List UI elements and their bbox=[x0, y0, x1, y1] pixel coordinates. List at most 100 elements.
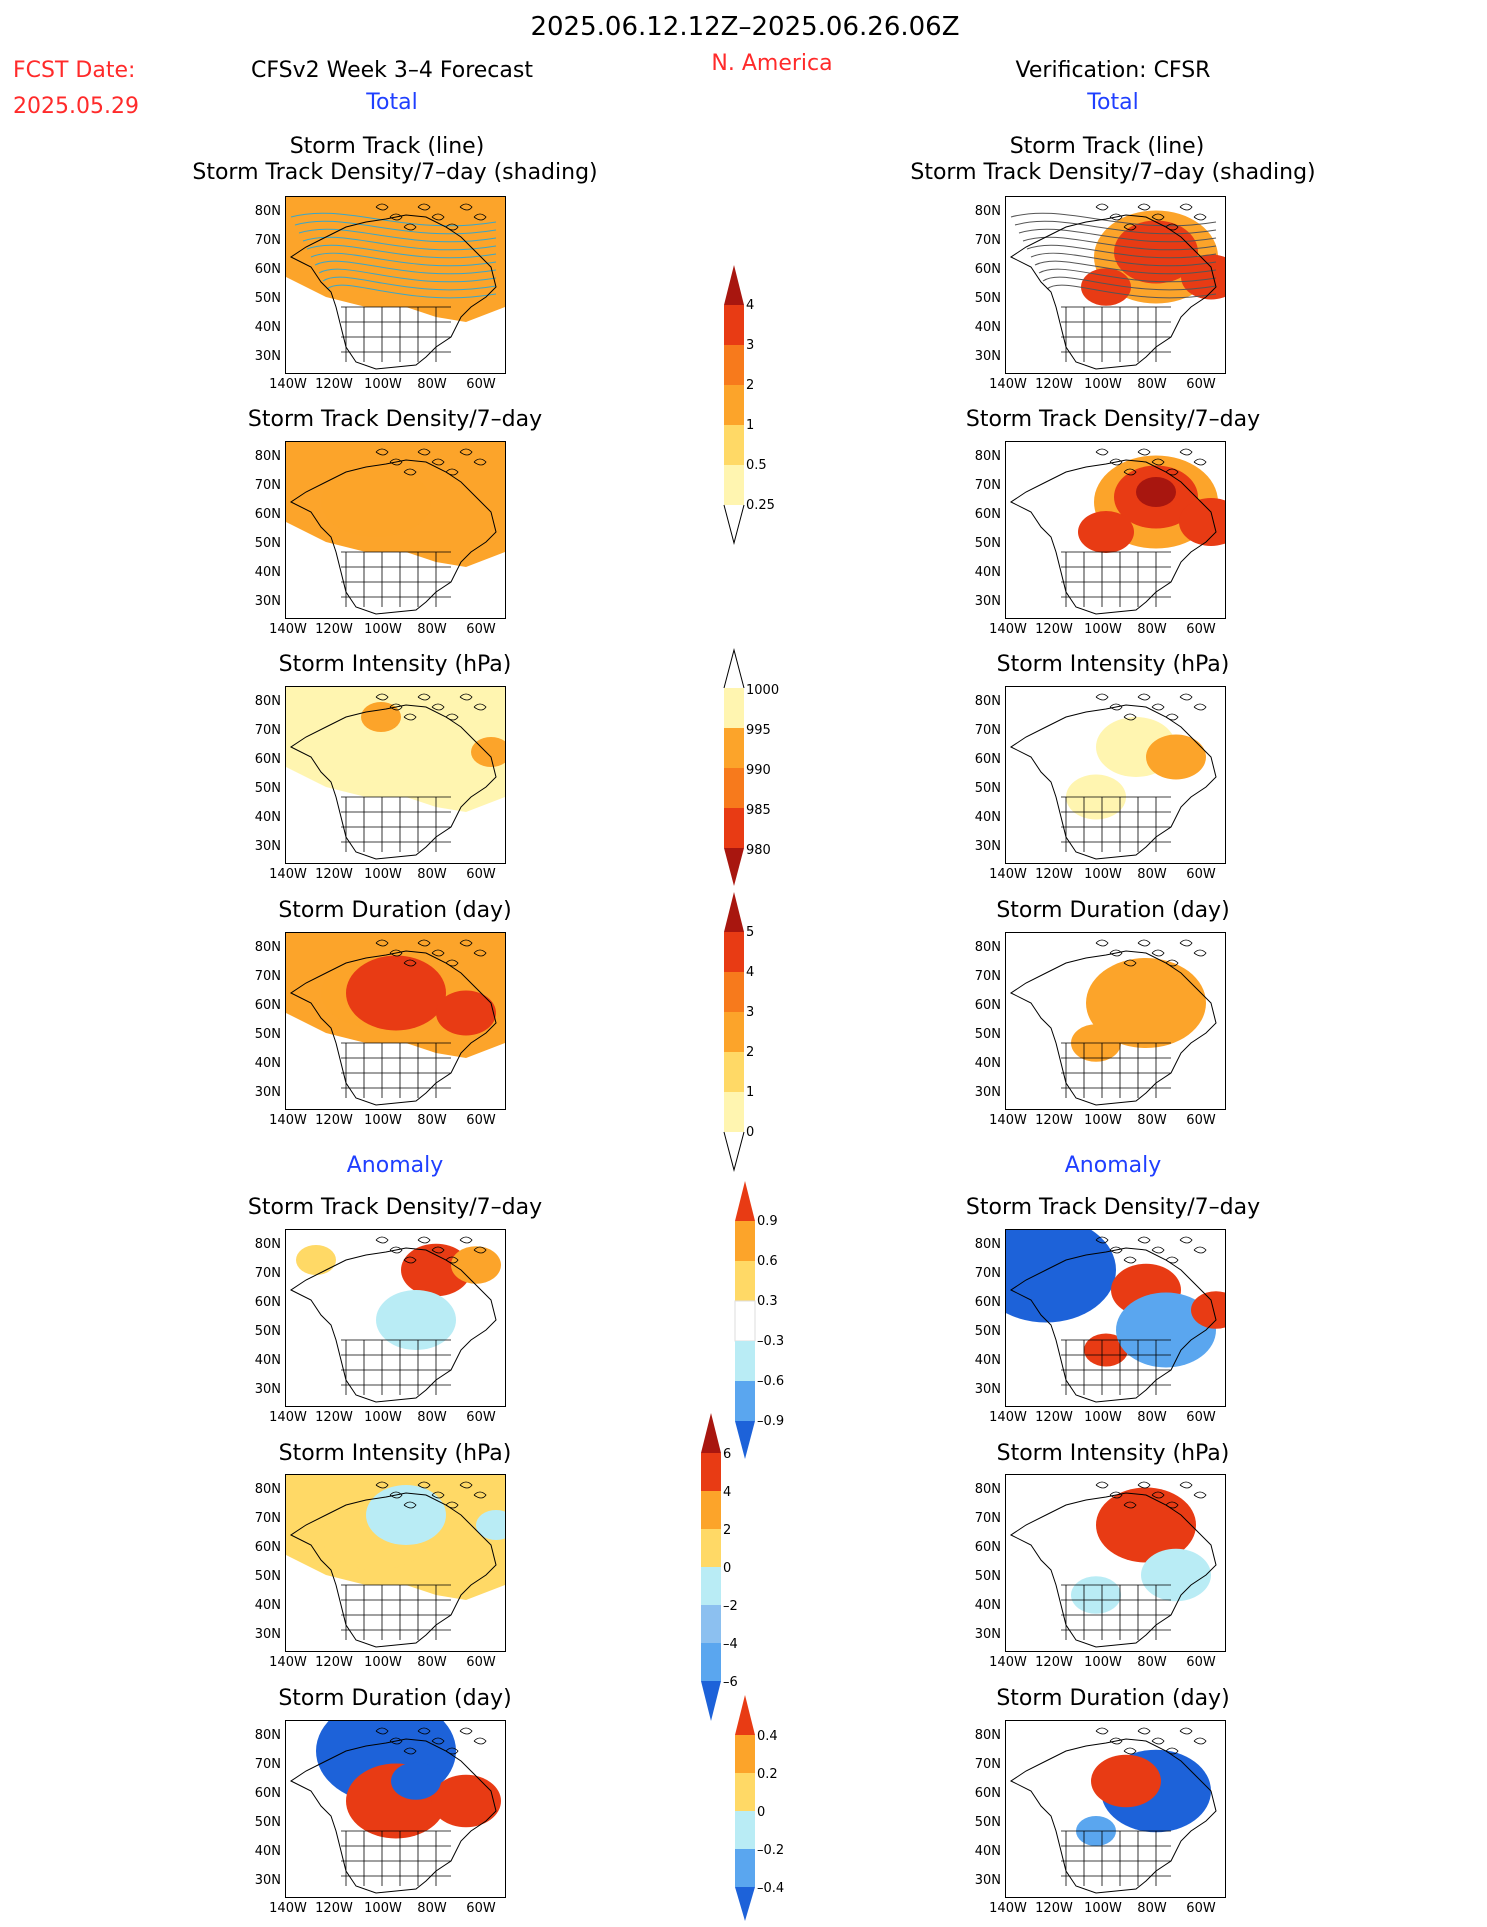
cbar-label: –2 bbox=[723, 1599, 738, 1614]
lat-label: 70N bbox=[254, 1511, 281, 1526]
map-graphic-dens-anom-right bbox=[1006, 1230, 1225, 1403]
cbar-label: 0.25 bbox=[746, 498, 775, 513]
lon-label: 80W bbox=[417, 867, 447, 882]
lon-label: 120W bbox=[315, 1113, 353, 1128]
lat-label: 50N bbox=[254, 291, 281, 306]
lat-label: 60N bbox=[254, 262, 281, 277]
lon-label: 140W bbox=[269, 867, 307, 882]
lon-label: 60W bbox=[466, 377, 496, 392]
lat-label: 40N bbox=[974, 1598, 1001, 1613]
lat-label: 40N bbox=[254, 565, 281, 580]
period-title: 2025.06.12.12Z–2025.06.26.06Z bbox=[530, 12, 960, 42]
map-graphic-duration-right bbox=[1010, 939, 1217, 1106]
lon-label: 80W bbox=[1137, 622, 1167, 637]
lat-label: 70N bbox=[254, 969, 281, 984]
lat-label: 40N bbox=[254, 1353, 281, 1368]
lat-label: 30N bbox=[974, 839, 1001, 854]
lat-label: 40N bbox=[974, 1353, 1001, 1368]
fcst-date-value: 2025.05.29 bbox=[13, 94, 139, 119]
lon-label: 140W bbox=[989, 377, 1027, 392]
lon-label: 120W bbox=[1035, 1901, 1073, 1916]
lat-label: 30N bbox=[254, 1382, 281, 1397]
lon-label: 120W bbox=[315, 1655, 353, 1670]
lon-label: 80W bbox=[1137, 1655, 1167, 1670]
cbar-label: –4 bbox=[723, 1637, 738, 1652]
lat-label: 60N bbox=[974, 262, 1001, 277]
lat-label: 80N bbox=[974, 449, 1001, 464]
map-graphic-dur-anom-right bbox=[1010, 1727, 1217, 1894]
lon-label: 80W bbox=[417, 1113, 447, 1128]
cbar-label: 980 bbox=[746, 843, 771, 858]
colorbar-density-total: 4 3 2 1 0.5 0.25 bbox=[723, 265, 793, 545]
lon-label: 100W bbox=[364, 867, 402, 882]
lat-label: 80N bbox=[254, 449, 281, 464]
lat-label: 30N bbox=[254, 1873, 281, 1888]
cbar-label: 1000 bbox=[746, 683, 780, 698]
cbar-label: –0.9 bbox=[757, 1414, 785, 1429]
lon-label: 120W bbox=[1035, 1113, 1073, 1128]
lon-label: 100W bbox=[1084, 1901, 1122, 1916]
lat-label: 40N bbox=[974, 1844, 1001, 1859]
lon-label: 100W bbox=[364, 1901, 402, 1916]
map-panel-density-left bbox=[285, 441, 506, 619]
verification-title: Verification: CFSR bbox=[1015, 58, 1211, 83]
map-graphic-dur-anom-left bbox=[290, 1721, 501, 1894]
lon-label: 120W bbox=[315, 1410, 353, 1425]
cbar-label: 3 bbox=[746, 338, 755, 353]
lat-label: 40N bbox=[974, 565, 1001, 580]
lat-label: 50N bbox=[254, 1027, 281, 1042]
lat-label: 50N bbox=[974, 1324, 1001, 1339]
cbar-label: –0.3 bbox=[757, 1334, 785, 1349]
lat-label: 30N bbox=[254, 594, 281, 609]
lon-label: 100W bbox=[1084, 377, 1122, 392]
lat-label: 70N bbox=[974, 478, 1001, 493]
lat-label: 80N bbox=[254, 694, 281, 709]
cbar-label: 995 bbox=[746, 723, 771, 738]
lon-label: 100W bbox=[1084, 622, 1122, 637]
lon-label: 140W bbox=[269, 377, 307, 392]
lat-label: 50N bbox=[974, 536, 1001, 551]
lat-label: 60N bbox=[254, 1295, 281, 1310]
fcst-date-label: FCST Date: bbox=[13, 58, 136, 83]
map-panel-duration-right bbox=[1005, 932, 1226, 1110]
lon-label: 80W bbox=[417, 622, 447, 637]
lon-label: 120W bbox=[1035, 622, 1073, 637]
colorbar-duration-anom: 0.4 0.2 0 –0.2 –0.4 bbox=[734, 1695, 804, 1923]
lon-label: 60W bbox=[1186, 622, 1216, 637]
cbar-label: 3 bbox=[746, 1005, 755, 1020]
lat-label: 40N bbox=[254, 1844, 281, 1859]
cbar-label: 0.5 bbox=[746, 458, 767, 473]
lat-label: 50N bbox=[254, 1569, 281, 1584]
cbar-label: 0 bbox=[723, 1561, 732, 1576]
lat-label: 80N bbox=[254, 1237, 281, 1252]
lat-label: 70N bbox=[974, 1757, 1001, 1772]
anomaly-label-left: Anomaly bbox=[346, 1153, 444, 1178]
map-graphic-int-anom-right bbox=[1010, 1481, 1217, 1648]
forecast-title: CFSv2 Week 3–4 Forecast bbox=[251, 58, 533, 83]
lat-label: 40N bbox=[974, 810, 1001, 825]
lon-label: 100W bbox=[1084, 867, 1122, 882]
map-graphic-density-left bbox=[286, 442, 505, 615]
lon-label: 120W bbox=[1035, 377, 1073, 392]
map-panel-dens-anom-right bbox=[1005, 1229, 1226, 1407]
colorbar-duration-anom-graphic bbox=[735, 1695, 755, 1921]
map-panel-dens-anom-left bbox=[285, 1229, 506, 1407]
cbar-label: 1 bbox=[746, 418, 755, 433]
lat-label: 40N bbox=[974, 320, 1001, 335]
lat-label: 50N bbox=[974, 1027, 1001, 1042]
title-intensity-right: Storm Intensity (hPa) bbox=[996, 652, 1230, 677]
lat-label: 50N bbox=[254, 1324, 281, 1339]
lat-label: 60N bbox=[254, 998, 281, 1013]
lon-label: 100W bbox=[364, 1655, 402, 1670]
map-graphic-intensity-left bbox=[286, 687, 505, 860]
lon-label: 140W bbox=[269, 1410, 307, 1425]
lat-label: 30N bbox=[974, 1382, 1001, 1397]
map-panel-track-left bbox=[285, 196, 506, 374]
lat-label: 70N bbox=[974, 1511, 1001, 1526]
map-graphic-int-anom-left bbox=[286, 1475, 505, 1648]
lat-label: 40N bbox=[254, 810, 281, 825]
lon-label: 140W bbox=[989, 1113, 1027, 1128]
total-label-right: Total bbox=[1087, 90, 1139, 115]
lat-label: 60N bbox=[254, 1540, 281, 1555]
map-panel-dur-anom-left bbox=[285, 1720, 506, 1898]
